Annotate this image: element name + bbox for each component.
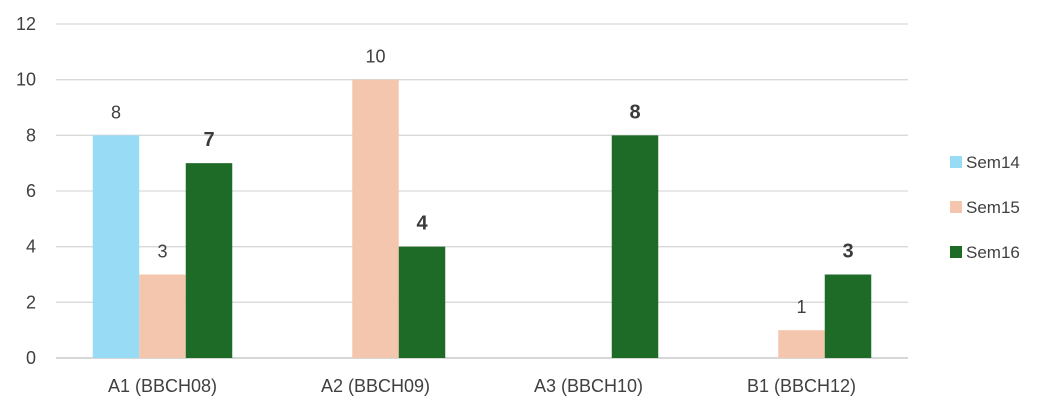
legend: Sem14 Sem15 Sem16 [950,153,1020,262]
bar-sem16-3 [611,135,659,358]
data-label: 7 [203,129,214,151]
bar-sem16-1 [185,163,233,358]
x-category-label: A1 (BBCH08) [108,376,217,396]
x-axis-categories: A1 (BBCH08) A2 (BBCH09) A3 (BBCH10) B1 (BBC… [108,376,856,396]
data-label: 10 [365,47,385,67]
data-labels: 8 3 7 10 4 8 1 3 [111,47,854,317]
bar-sem15-4 [778,330,825,358]
legend-item-sem16: Sem16 [950,243,1020,262]
bar-sem15-1 [139,274,186,358]
x-category-label: A2 (BBCH09) [321,376,430,396]
legend-swatch [950,201,962,213]
legend-item-sem15: Sem15 [950,198,1020,217]
y-tick-label: 4 [26,237,36,257]
bar-sem14-1 [92,135,140,358]
y-tick-label: 0 [26,348,36,368]
legend-swatch [950,156,962,168]
bar-sem16-2 [398,246,446,358]
data-label: 8 [111,102,121,122]
y-tick-label: 12 [16,14,36,34]
bar-sem16-4 [824,274,872,358]
data-label: 8 [629,101,640,123]
y-tick-label: 6 [26,181,36,201]
data-label: 3 [157,242,167,262]
data-label: 4 [416,213,428,235]
legend-item-sem14: Sem14 [950,153,1020,172]
bar-sem15-2 [352,79,399,359]
y-axis-ticks: 0 2 4 6 8 10 12 [16,14,36,368]
legend-label: Sem16 [966,243,1020,262]
y-tick-label: 2 [26,292,36,312]
x-category-label: A3 (BBCH10) [534,376,643,396]
legend-swatch [950,246,962,258]
data-label: 1 [796,297,806,317]
bars [92,79,872,359]
data-label: 3 [842,241,853,263]
legend-label: Sem15 [966,198,1020,217]
x-category-label: B1 (BBCH12) [747,376,856,396]
legend-label: Sem14 [966,153,1020,172]
y-tick-label: 8 [26,125,36,145]
y-tick-label: 10 [16,70,36,90]
